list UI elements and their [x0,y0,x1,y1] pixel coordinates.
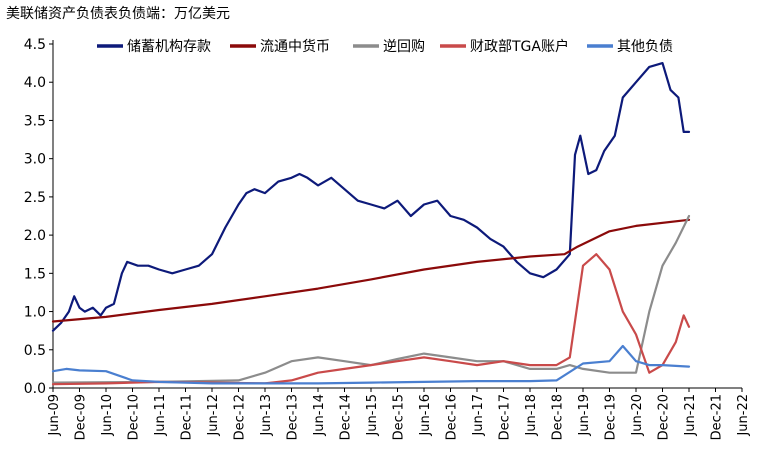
legend: 储蓄机构存款 流通中货币 逆回购 财政部TGA账户 其他负债 [97,38,673,55]
series-line-2 [51,214,691,384]
legend-label: 储蓄机构存款 [127,39,211,55]
x-tick-label: Dec-21 [710,394,725,440]
y-tick-label: 2.0 [24,228,46,244]
series-line-4 [51,344,691,385]
y-tick-label: 4.0 [24,75,46,91]
series-line-1 [51,218,691,323]
x-tick-label: Jun-22 [736,394,751,437]
x-tick-label: Dec-10 [127,394,142,440]
x-tick-label: Jun-11 [153,394,168,437]
y-tick-label: 3.0 [24,152,46,168]
x-tick-label: Jun-09 [47,394,62,437]
x-tick-label: Jun-14 [312,394,327,437]
series-line-3 [51,253,691,386]
legend-label: 财政部TGA账户 [470,38,569,55]
x-tick-label: Dec-12 [233,394,248,440]
x-tick-label: Jun-16 [418,394,433,437]
x-tick-label: Dec-13 [286,394,301,440]
axes-layer: 0.0 0.5 1.0 1.5 2.0 2.5 3.0 3.5 4.0 4.5 Jun-09 Dec-… [24,37,751,440]
y-tick-label: 0.0 [24,381,46,397]
y-tick-label: 1.0 [24,305,46,321]
x-tick-label: Jun-10 [100,394,115,437]
x-tick-label: Jun-21 [683,394,698,437]
x-tick-label: Dec-14 [339,394,354,440]
y-tick-label: 0.5 [24,343,46,359]
x-tick-label: Jun-20 [630,394,645,437]
x-tick-label: Dec-15 [392,394,407,440]
x-tick-label: Dec-19 [604,394,619,440]
series-line-0 [51,62,691,332]
x-tick-label: Jun-17 [471,394,486,437]
legend-label: 流通中货币 [260,38,330,55]
x-tick-label: Dec-18 [551,394,566,440]
chart-title: 美联储资产负债表负债端：万亿美元 [6,6,230,22]
y-tick-label: 3.5 [24,113,46,129]
x-tick-label: Dec-20 [657,394,672,440]
legend-label: 逆回购 [383,39,425,55]
y-tick-label: 2.5 [24,190,46,206]
x-tick-label: Dec-11 [180,394,195,440]
x-tick-label: Jun-13 [259,394,274,437]
x-tick-label: Dec-17 [498,394,513,440]
y-tick-label: 4.5 [24,37,46,53]
x-tick-label: Jun-15 [365,394,380,437]
series-layer [51,62,691,386]
x-tick-label: Dec-16 [445,394,460,440]
x-tick-label: Jun-19 [577,394,592,437]
y-tick-label: 1.5 [24,266,46,282]
x-tick-label: Jun-18 [524,394,539,437]
legend-label: 其他负债 [617,39,673,55]
x-tick-label: Jun-12 [206,394,221,437]
x-tick-label: Dec-09 [74,394,89,440]
